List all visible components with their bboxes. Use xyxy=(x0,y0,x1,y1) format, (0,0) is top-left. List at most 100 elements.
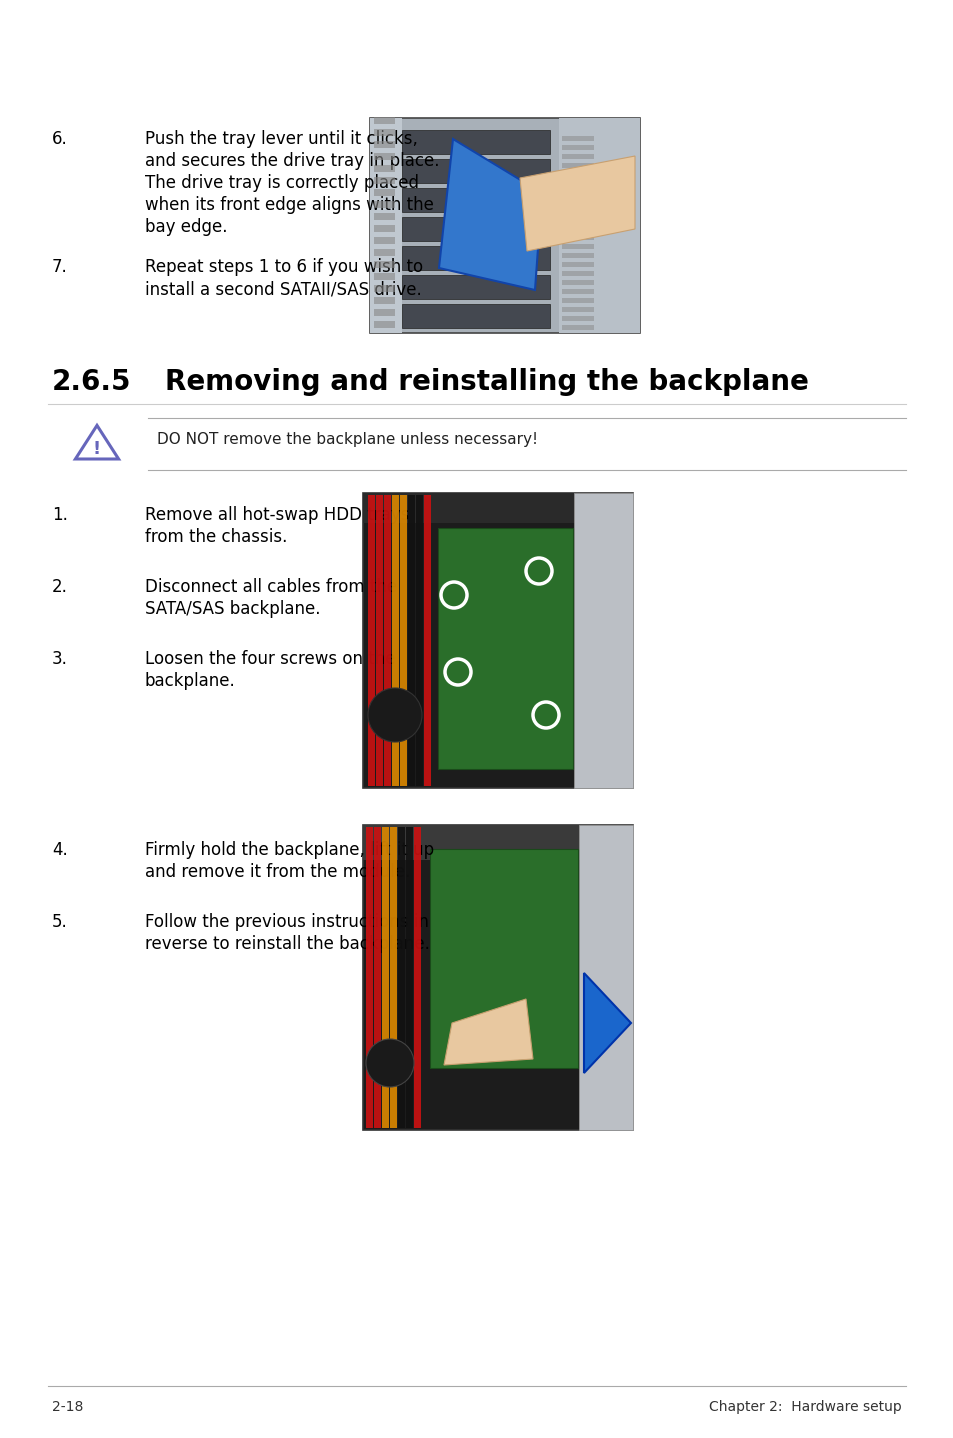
Bar xyxy=(401,246,550,270)
Bar xyxy=(374,116,395,124)
Text: DO NOT remove the backplane unless necessary!: DO NOT remove the backplane unless neces… xyxy=(157,431,537,447)
Bar xyxy=(370,118,401,334)
Bar xyxy=(399,495,407,787)
Bar xyxy=(368,495,375,787)
Bar xyxy=(561,226,594,232)
Text: Repeat steps 1 to 6 if you wish to: Repeat steps 1 to 6 if you wish to xyxy=(145,257,423,276)
Bar xyxy=(374,224,395,232)
Bar xyxy=(401,303,550,328)
Bar xyxy=(561,145,594,150)
Bar xyxy=(561,173,594,177)
Bar xyxy=(374,188,395,196)
Text: 3.: 3. xyxy=(52,650,68,669)
Bar xyxy=(561,262,594,267)
Bar xyxy=(374,129,395,137)
Bar xyxy=(430,848,578,1068)
Bar xyxy=(374,165,395,173)
Bar xyxy=(561,280,594,285)
Bar xyxy=(374,141,395,148)
Bar xyxy=(401,129,550,154)
Bar xyxy=(561,244,594,249)
Bar xyxy=(384,495,391,787)
Circle shape xyxy=(368,687,421,742)
Text: The drive tray is correctly placed: The drive tray is correctly placed xyxy=(145,174,418,193)
Text: Disconnect all cables from the: Disconnect all cables from the xyxy=(145,578,396,595)
Bar xyxy=(374,827,380,1127)
Polygon shape xyxy=(438,139,541,290)
Bar xyxy=(401,188,550,211)
Bar xyxy=(363,825,633,1130)
Bar xyxy=(561,306,594,312)
Bar xyxy=(363,493,633,523)
Text: 2.: 2. xyxy=(52,578,68,595)
Text: SATA/SAS backplane.: SATA/SAS backplane. xyxy=(145,600,320,618)
Text: from the chassis.: from the chassis. xyxy=(145,528,287,546)
Text: 2-18: 2-18 xyxy=(52,1401,83,1414)
Text: 4.: 4. xyxy=(52,841,68,858)
Polygon shape xyxy=(75,426,118,459)
Bar xyxy=(374,298,395,303)
Bar xyxy=(374,249,395,256)
Text: 5.: 5. xyxy=(52,913,68,930)
Bar xyxy=(578,825,633,1130)
Bar xyxy=(561,270,594,276)
Bar xyxy=(401,160,550,183)
Bar xyxy=(366,827,373,1127)
Bar xyxy=(561,198,594,204)
Text: Removing and reinstalling the backplane: Removing and reinstalling the backplane xyxy=(165,368,808,395)
Bar xyxy=(374,201,395,209)
Bar xyxy=(437,528,573,769)
Text: 2.6.5: 2.6.5 xyxy=(52,368,132,395)
Bar xyxy=(561,234,594,240)
Bar xyxy=(381,827,389,1127)
Text: Push the tray lever until it clicks,: Push the tray lever until it clicks, xyxy=(145,129,417,148)
Text: when its front edge aligns with the: when its front edge aligns with the xyxy=(145,196,434,214)
Text: 1.: 1. xyxy=(52,506,68,523)
Bar xyxy=(374,285,395,292)
Bar xyxy=(370,118,639,334)
Bar xyxy=(561,154,594,160)
Text: Chapter 2:  Hardware setup: Chapter 2: Hardware setup xyxy=(708,1401,901,1414)
Text: !: ! xyxy=(92,440,101,457)
Bar xyxy=(374,152,395,160)
Bar xyxy=(561,298,594,303)
Polygon shape xyxy=(443,999,533,1066)
Text: backplane.: backplane. xyxy=(145,672,235,690)
Text: 6.: 6. xyxy=(52,129,68,148)
Bar xyxy=(408,495,415,787)
Bar xyxy=(561,316,594,321)
Bar xyxy=(363,825,633,860)
Text: and secures the drive tray in place.: and secures the drive tray in place. xyxy=(145,152,439,170)
Bar xyxy=(416,495,422,787)
Polygon shape xyxy=(583,974,630,1073)
Bar xyxy=(558,118,639,334)
Bar xyxy=(392,495,398,787)
Text: 7.: 7. xyxy=(52,257,68,276)
Bar xyxy=(397,827,405,1127)
Text: install a second SATAII/SAS drive.: install a second SATAII/SAS drive. xyxy=(145,280,421,298)
Text: Remove all hot-swap HDD trays: Remove all hot-swap HDD trays xyxy=(145,506,409,523)
Bar xyxy=(374,321,395,328)
Bar xyxy=(423,495,431,787)
Bar xyxy=(375,495,382,787)
Bar xyxy=(401,217,550,242)
Bar xyxy=(574,493,633,788)
Bar xyxy=(374,213,395,220)
Bar xyxy=(390,827,396,1127)
Bar xyxy=(414,827,420,1127)
Circle shape xyxy=(366,1040,414,1087)
Bar xyxy=(561,162,594,168)
Bar xyxy=(374,237,395,244)
Bar xyxy=(401,275,550,299)
Bar xyxy=(363,493,633,788)
Text: Firmly hold the backplane, lift it up: Firmly hold the backplane, lift it up xyxy=(145,841,434,858)
Bar xyxy=(374,273,395,280)
Bar xyxy=(561,217,594,221)
Bar xyxy=(374,177,395,184)
Bar xyxy=(374,309,395,316)
Bar xyxy=(561,325,594,329)
Bar xyxy=(561,137,594,141)
Text: Follow the previous instructions in: Follow the previous instructions in xyxy=(145,913,429,930)
Bar xyxy=(374,262,395,267)
Text: and remove it from the module.: and remove it from the module. xyxy=(145,863,410,881)
